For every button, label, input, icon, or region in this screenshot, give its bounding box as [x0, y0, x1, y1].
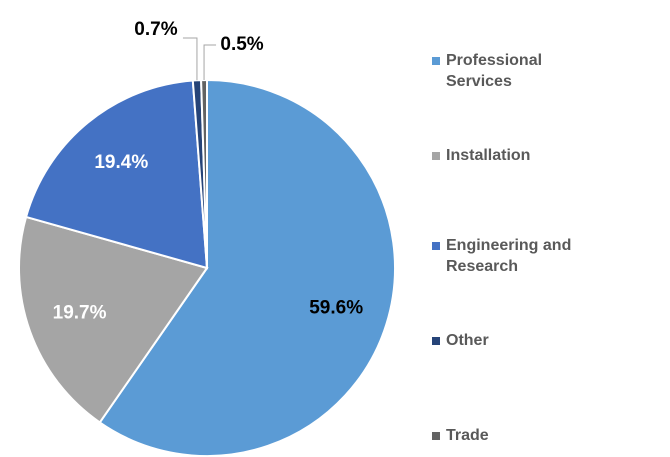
- pie-slice: [24, 79, 209, 270]
- legend-swatch: [432, 337, 440, 345]
- pie-area: 59.6% 19.7% 19.4% 0.7% 0.5%: [18, 19, 396, 457]
- legend-item: Engineering and Research: [432, 235, 611, 277]
- legend-item: Other: [432, 330, 611, 351]
- legend-label: Other: [446, 332, 489, 349]
- legend-swatch: [432, 242, 440, 250]
- legend-label: Trade: [446, 427, 489, 444]
- leader-line: [182, 37, 198, 81]
- data-label: 19.7%: [53, 303, 107, 324]
- legend-item: Professional Services: [432, 50, 611, 92]
- data-label: 0.7%: [134, 19, 177, 40]
- pie-slice: [18, 215, 209, 424]
- data-label: 59.6%: [309, 297, 363, 318]
- legend-item: Trade: [432, 425, 611, 446]
- data-label: 19.4%: [94, 152, 148, 173]
- legend-label: Professional Services: [446, 52, 543, 90]
- legend-swatch: [432, 57, 440, 65]
- legend-swatch: [432, 152, 440, 160]
- legend-item: Installation: [432, 145, 611, 166]
- leader-line: [203, 44, 217, 81]
- legend-label: Engineering and Research: [446, 237, 572, 275]
- legend-label: Installation: [446, 147, 531, 164]
- data-label: 0.5%: [220, 34, 263, 55]
- legend: Professional Services Installation Enginee…: [432, 0, 662, 457]
- pie-slice: [98, 78, 396, 457]
- legend-swatch: [432, 432, 440, 440]
